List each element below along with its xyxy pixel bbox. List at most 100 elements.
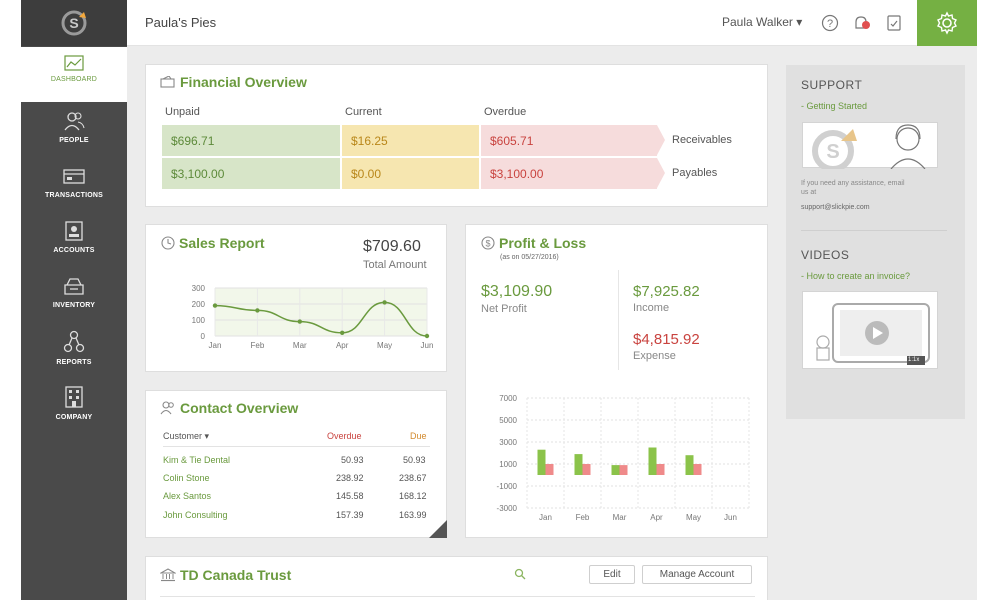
help-icon[interactable]: ? [820, 13, 840, 33]
sales-data-point [340, 330, 345, 335]
sidebar-item-inventory[interactable]: INVENTORY [21, 267, 127, 322]
col-current: Current [345, 106, 382, 118]
y-tick-label: 200 [192, 300, 206, 309]
x-tick-label: Mar [293, 341, 307, 350]
bank-icon [160, 568, 176, 582]
col-customer[interactable]: Customer ▾ [163, 431, 210, 441]
edit-button[interactable]: Edit [589, 565, 635, 584]
resize-corner-icon[interactable] [429, 520, 447, 538]
net-profit-label: Net Profit [481, 303, 527, 315]
contact-due: 50.93 [403, 455, 426, 465]
pl-divider [618, 270, 619, 370]
sidebar-item-label: REPORTS [56, 359, 92, 366]
bar-income [648, 447, 657, 475]
payables-unpaid[interactable]: $3,100.00 [162, 158, 340, 189]
col-contact-due: Due [410, 431, 427, 441]
contact-due: 238.67 [399, 473, 427, 483]
contact-overdue: 50.93 [341, 455, 364, 465]
profit-loss-title: Profit & Loss [499, 235, 587, 251]
y-tick-label: 7000 [499, 394, 517, 403]
sales-data-point [297, 319, 302, 324]
sales-data-point [212, 303, 218, 308]
sales-data-point [255, 308, 260, 313]
videos-title: VIDEOS [801, 248, 850, 262]
bar-income [574, 454, 583, 475]
payables-current[interactable]: $0.00 [342, 158, 479, 189]
sales-report-title: Sales Report [179, 235, 265, 251]
contact-overdue: 145.58 [336, 491, 364, 501]
contact-overview-card [145, 390, 447, 538]
x-tick-label: Mar [613, 513, 627, 522]
payables-overdue[interactable]: $3,100.00 [481, 158, 657, 189]
inventory-icon [64, 278, 84, 295]
bar-income [537, 449, 546, 475]
y-tick-label: -1000 [497, 482, 518, 491]
sidebar-item-transactions[interactable]: TRANSACTIONS [21, 157, 127, 212]
search-icon[interactable] [514, 568, 526, 580]
svg-text:$: $ [485, 239, 490, 249]
net-profit-value: $3,109.90 [481, 283, 553, 300]
bar-expense [545, 464, 554, 475]
sidebar-item-label: TRANSACTIONS [44, 192, 103, 199]
contact-overdue: 157.39 [336, 510, 364, 520]
contact-overview-title: Contact Overview [180, 400, 299, 416]
receivables-arrow [657, 125, 665, 155]
svg-text:?: ? [827, 18, 833, 30]
y-tick-label: 100 [192, 316, 206, 325]
sales-data-point [424, 333, 430, 339]
sidebar-item-label: COMPANY [55, 414, 93, 421]
contacts-icon [160, 401, 174, 415]
logo-icon: S [61, 10, 87, 36]
sidebar-item-accounts[interactable]: ACCOUNTS [21, 212, 127, 267]
sales-total-label: Total Amount [363, 259, 427, 271]
receivables-current[interactable]: $16.25 [342, 125, 479, 156]
sidebar-item-dashboard[interactable]: DASHBOARD [21, 47, 127, 102]
sales-series-line [214, 301, 428, 337]
support-image[interactable]: S [802, 122, 938, 172]
create-invoice-video-link[interactable]: - How to create an invoice? [801, 271, 911, 281]
x-tick-label: Jun [724, 513, 737, 522]
support-email[interactable]: support@slickpie.com [801, 204, 870, 211]
video-thumbnail[interactable]: 1:1x [802, 291, 938, 369]
receivables-overdue[interactable]: $605.71 [481, 125, 657, 156]
dollar-icon: $ [481, 236, 495, 250]
support-divider [801, 230, 947, 231]
wallet-icon [160, 76, 175, 88]
income-value: $7,925.82 [633, 283, 700, 300]
sidebar-item-reports[interactable]: REPORTS [21, 322, 127, 377]
notifications-icon[interactable] [852, 13, 872, 33]
contact-name: Alex Santos [163, 491, 212, 501]
settings-button[interactable] [917, 0, 977, 46]
bar-expense [619, 465, 628, 475]
col-unpaid: Unpaid [165, 106, 200, 118]
receivables-unpaid[interactable]: $696.71 [162, 125, 340, 156]
sidebar-item-label: ACCOUNTS [53, 247, 95, 254]
support-text-2: us at [801, 189, 817, 196]
manage-account-button[interactable]: Manage Account [642, 565, 752, 584]
x-tick-label: Apr [650, 513, 663, 522]
payables-arrow [657, 158, 665, 188]
x-tick-label: Jan [539, 513, 552, 522]
getting-started-link[interactable]: - Getting Started [801, 101, 868, 111]
bank-title: TD Canada Trust [180, 567, 292, 583]
sidebar-item-people[interactable]: PEOPLE [21, 102, 127, 157]
x-tick-label: Jan [209, 341, 222, 350]
expense-value: $4,815.92 [633, 331, 700, 348]
clock-icon [161, 236, 175, 250]
bar-income [611, 465, 620, 475]
tasks-icon[interactable] [884, 13, 904, 33]
col-overdue: Overdue [484, 106, 527, 118]
app-logo[interactable]: S [21, 0, 127, 46]
reports-icon [63, 330, 85, 353]
svg-text:S: S [69, 15, 78, 31]
bar-expense [693, 464, 702, 475]
contact-overdue: 238.92 [336, 473, 364, 483]
bar-expense [582, 464, 591, 475]
y-tick-label: 1000 [499, 460, 517, 469]
receivables-label: Receivables [672, 134, 732, 146]
sidebar-item-company[interactable]: COMPANY [21, 377, 127, 432]
user-menu[interactable]: Paula Walker ▾ [722, 15, 803, 29]
video-duration-badge: 1:1x [908, 357, 920, 363]
x-tick-label: Feb [576, 513, 590, 522]
